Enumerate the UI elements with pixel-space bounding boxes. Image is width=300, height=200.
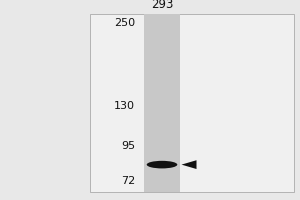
Ellipse shape	[147, 161, 177, 168]
Text: 250: 250	[114, 18, 135, 28]
Text: 95: 95	[121, 141, 135, 151]
Bar	[90, 14, 294, 192]
Bar	[144, 14, 180, 192]
Text: 293: 293	[151, 0, 173, 11]
Text: 130: 130	[114, 101, 135, 111]
Text: 72: 72	[121, 176, 135, 186]
Polygon shape	[182, 160, 196, 169]
